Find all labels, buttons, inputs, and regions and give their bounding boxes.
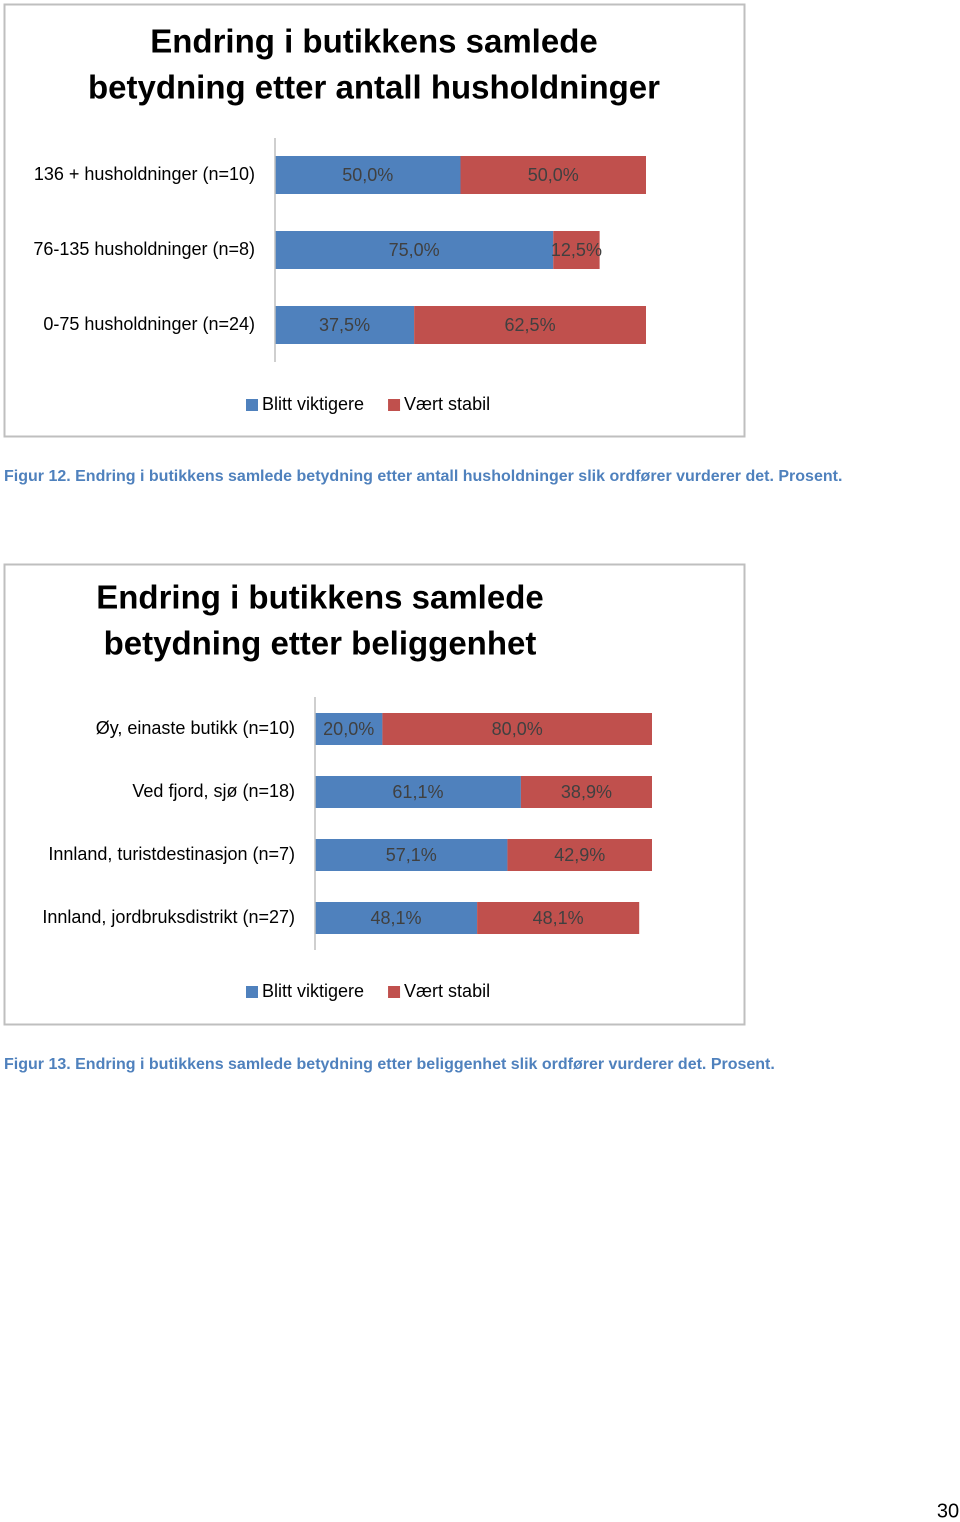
bar-segment	[275, 306, 415, 344]
value-label: 37,5%	[319, 315, 370, 335]
legend-swatch	[388, 986, 401, 998]
category-label: Øy, einaste butikk (n=10)	[96, 718, 295, 738]
legend-swatch	[388, 399, 401, 411]
value-label: 80,0%	[492, 719, 543, 739]
legend-label: Blitt viktigere	[262, 981, 364, 1001]
category-label: Ved fjord, sjø (n=18)	[132, 781, 295, 801]
bar-segment	[382, 713, 652, 745]
value-label: 42,9%	[554, 845, 605, 865]
value-label: 48,1%	[533, 908, 584, 928]
value-label: 75,0%	[389, 240, 440, 260]
chart-frame	[3, 3, 746, 438]
chart-title: Endring i butikkens samlede	[96, 579, 543, 616]
value-label: 50,0%	[342, 165, 393, 185]
value-label: 61,1%	[392, 782, 443, 802]
figure-caption: Figur 13. Endring i butikkens samlede be…	[4, 1056, 775, 1073]
category-label: 0-75 husholdninger (n=24)	[43, 314, 255, 334]
bar-segment	[315, 776, 521, 808]
legend-label: Vært stabil	[404, 394, 490, 414]
value-label: 12,5%	[551, 240, 602, 260]
value-label: 48,1%	[371, 908, 422, 928]
bar-segment	[477, 902, 640, 934]
chart-title: Endring i butikkens samlede	[150, 23, 597, 60]
legend-swatch	[246, 986, 258, 998]
bar-segment	[315, 902, 478, 934]
bar-segment	[275, 156, 461, 194]
bar-segment	[275, 231, 554, 269]
bar-segment	[520, 776, 652, 808]
legend-label: Blitt viktigere	[262, 394, 364, 414]
bar-segment	[315, 839, 508, 871]
value-label: 62,5%	[505, 315, 556, 335]
bar-segment	[460, 156, 646, 194]
page-number: 30	[937, 1500, 959, 1522]
legend-label: Vært stabil	[404, 981, 490, 1001]
category-label: 76-135 husholdninger (n=8)	[33, 239, 255, 259]
bar-segment	[507, 839, 652, 871]
figure-caption: Figur 12. Endring i butikkens samlede be…	[4, 468, 842, 485]
value-label: 20,0%	[323, 719, 374, 739]
bar-segment	[414, 306, 646, 344]
value-label: 57,1%	[386, 845, 437, 865]
bar-segment	[315, 713, 383, 745]
chart-title: betydning etter beliggenhet	[104, 625, 537, 662]
category-label: Innland, jordbruksdistrikt (n=27)	[42, 907, 295, 927]
value-label: 38,9%	[561, 782, 612, 802]
legend-swatch	[246, 399, 258, 411]
chart-title: betydning etter antall husholdninger	[88, 69, 660, 106]
bar-segment	[553, 231, 600, 269]
category-label: Innland, turistdestinasjon (n=7)	[48, 844, 295, 864]
category-label: 136 + husholdninger (n=10)	[34, 164, 255, 184]
value-label: 50,0%	[528, 165, 579, 185]
